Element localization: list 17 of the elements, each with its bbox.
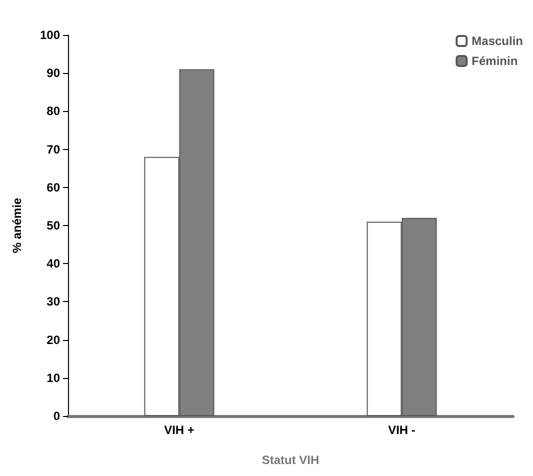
legend-label: Féminin [472,54,518,68]
y-tick-label: 100 [40,28,60,42]
y-tick-label: 30 [46,294,60,309]
y-tick-label: 40 [46,256,60,271]
x-tick-label: VIH + [164,423,194,437]
y-tick-label: 90 [46,66,60,80]
y-tick-label: 20 [46,332,60,347]
y-axis-title: % anémie [10,197,24,254]
x-tick-label: VIH - [388,423,416,437]
y-tick-label: 0 [53,409,60,423]
x-axis-title: Statut VIH [262,453,320,467]
y-tick-label: 10 [46,370,60,385]
y-tick-label: 50 [46,218,60,232]
y-tick-label: 60 [46,180,60,194]
legend-label: Masculin [472,34,524,48]
y-tick-label: 80 [46,104,60,118]
y-tick-label: 70 [46,142,60,156]
